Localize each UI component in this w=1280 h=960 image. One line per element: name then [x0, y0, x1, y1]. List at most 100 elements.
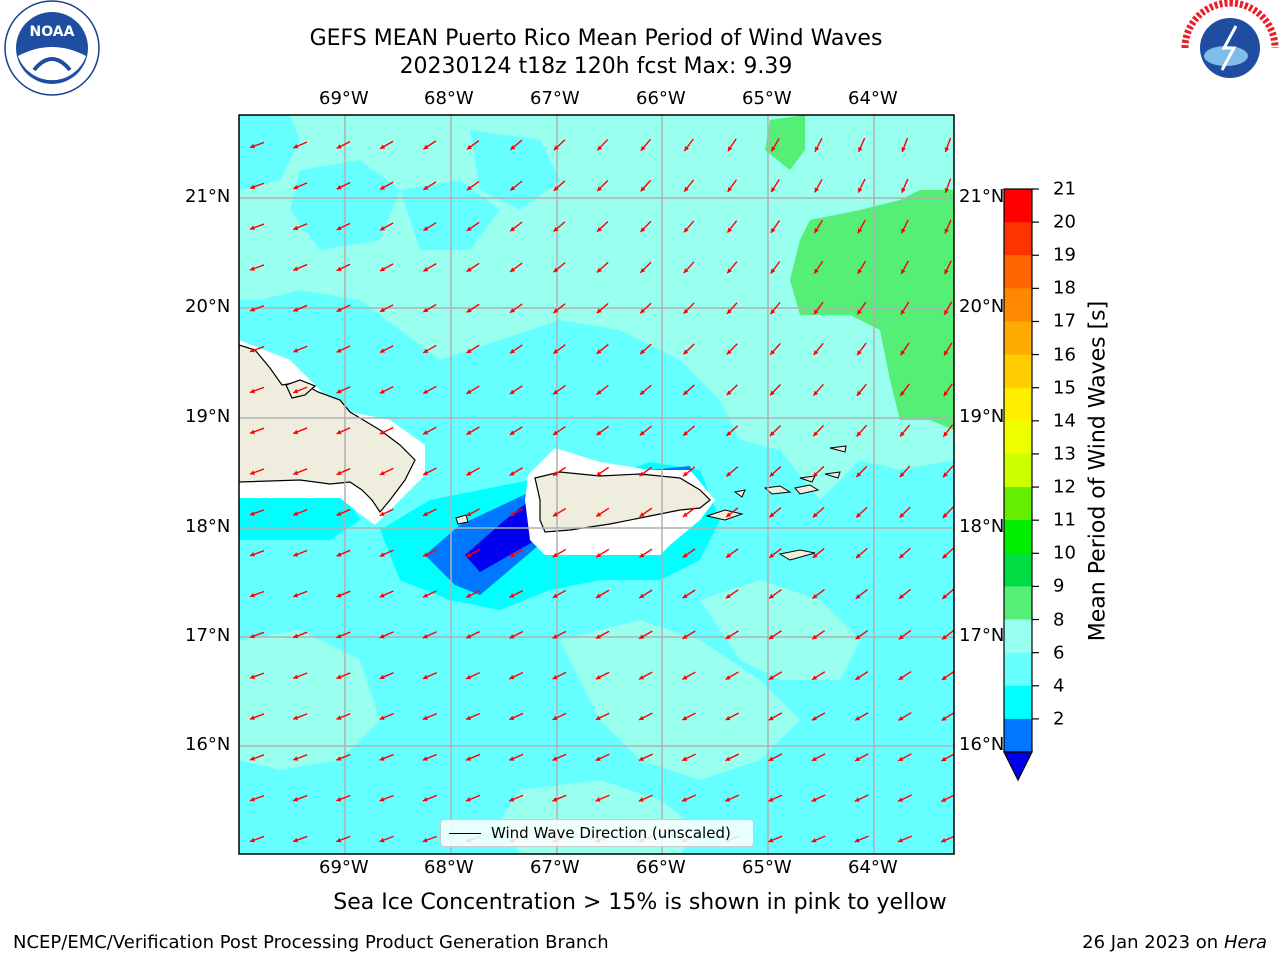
wave-direction-arrowhead	[725, 675, 731, 680]
wave-direction-arrowhead	[898, 634, 904, 640]
anegada-island	[829, 445, 847, 453]
wave-direction-arrowhead	[814, 228, 819, 234]
wave-direction-arrowhead	[509, 797, 515, 802]
colorbar-tick-label: 13	[1053, 443, 1076, 465]
wave-direction-arrowhead	[336, 756, 342, 761]
wave-direction-arrowhead	[682, 553, 688, 558]
wave-direction-arrowhead	[466, 144, 472, 150]
wave-direction-arrowhead	[509, 756, 515, 761]
wave-direction-arrowhead	[293, 756, 299, 761]
wave-direction-arrowhead	[727, 186, 733, 192]
wave-direction-arrowhead	[423, 267, 429, 272]
wave-direction-arrowhead	[336, 389, 342, 394]
wave-direction-arrowhead	[683, 349, 689, 355]
wave-direction-arrowhead	[509, 715, 515, 720]
period-band-below-2	[465, 500, 545, 572]
wave-direction-arrowhead	[249, 470, 255, 475]
wave-direction-arrowhead	[682, 593, 688, 599]
wave-direction-arrowhead	[552, 634, 558, 639]
wave-direction-arrowhead	[422, 756, 428, 761]
wave-direction-arrowhead	[249, 184, 255, 190]
wave-direction-arrowhead	[639, 512, 645, 517]
legend-line-swatch	[449, 832, 481, 834]
wave-direction-arrowhead	[943, 391, 949, 397]
wave-direction-arrowhead	[944, 187, 950, 193]
wave-direction-arrowhead	[771, 187, 776, 193]
wave-direction-arrowhead	[466, 185, 472, 191]
wave-direction-arrowhead	[768, 715, 774, 721]
wave-direction-arrowhead	[770, 268, 776, 274]
wave-direction-arrowhead	[379, 348, 385, 353]
wave-direction-arrowhead	[811, 756, 817, 761]
tortuga-island	[285, 379, 317, 399]
chart-title: GEFS MEAN Puerto Rico Mean Period of Win…	[309, 26, 883, 51]
wave-direction-arrowhead	[466, 471, 472, 476]
wave-direction-arrowhead	[422, 715, 428, 720]
wave-direction-arrowhead	[855, 634, 861, 640]
wave-direction-arrowhead	[596, 430, 602, 436]
mona-island	[455, 514, 469, 525]
svg-text:NOAA: NOAA	[30, 24, 75, 40]
wave-direction-arrowhead	[509, 511, 515, 517]
wave-direction-arrowhead	[466, 756, 471, 761]
lon-label-top-64w: 64°W	[848, 88, 898, 109]
colorbar-tick-label: 9	[1053, 575, 1065, 597]
virgin-gorda-island	[824, 471, 841, 479]
wave-direction-arrowhead	[423, 185, 429, 190]
wave-direction-arrowhead	[249, 715, 255, 720]
wave-direction-arrowhead	[768, 756, 774, 761]
colorbar-tick-marks	[1032, 188, 1039, 720]
wave-direction-arrowhead	[595, 715, 601, 721]
wave-direction-arrowhead	[942, 634, 947, 640]
wave-direction-arrowhead	[726, 431, 732, 436]
lon-label-top-68w: 68°W	[424, 88, 474, 109]
wave-direction-arrowhead	[901, 187, 906, 193]
map-legend: Wind Wave Direction (unscaled)	[440, 819, 754, 847]
wave-direction-arrowhead	[683, 308, 689, 314]
wave-direction-arrowhead	[855, 594, 861, 599]
wave-direction-arrowhead	[379, 226, 385, 231]
tortola-island	[799, 475, 816, 483]
wave-direction-arrowhead	[900, 390, 905, 396]
wave-direction-arrowhead	[684, 186, 689, 192]
wave-direction-arrowhead	[553, 430, 559, 435]
wave-direction-arrowhead	[552, 797, 558, 802]
wave-direction-arrowhead	[725, 634, 731, 639]
wave-direction-arrowhead	[812, 593, 818, 599]
wave-direction-arrowhead	[858, 146, 863, 152]
wave-direction-arrowhead	[813, 431, 819, 437]
colorbar-segments	[1004, 189, 1032, 753]
wave-direction-arrowhead	[596, 552, 602, 558]
colorbar-tick-label: 16	[1053, 344, 1076, 366]
wave-direction-arrowhead	[423, 389, 429, 394]
wave-direction-arrowhead	[941, 675, 947, 680]
wave-direction-arrowhead	[293, 307, 299, 312]
wave-direction-arrowhead	[901, 147, 906, 153]
wave-direction-arrowhead	[466, 715, 472, 720]
wave-direction-arrowhead	[639, 390, 645, 395]
lon-label-bottom-64w: 64°W	[848, 857, 898, 878]
wave-direction-arrowhead	[683, 430, 689, 436]
wave-direction-arrowhead	[595, 756, 601, 761]
chart-subtitle: 20230124 t18z 120h fcst Max: 9.39	[399, 54, 793, 79]
lon-label-bottom-66w: 66°W	[636, 857, 686, 878]
wave-direction-arrowhead	[552, 593, 558, 598]
culebra-island	[733, 489, 746, 498]
wave-direction-arrowhead	[595, 675, 601, 680]
wave-direction-arrowhead	[379, 552, 385, 557]
wave-direction-arrowhead	[727, 309, 732, 314]
wave-direction-arrowhead	[596, 308, 602, 314]
wave-direction-arrowhead	[466, 226, 472, 231]
colorbar-tick-label: 11	[1053, 509, 1076, 531]
colorbar-segment	[1004, 255, 1032, 289]
colorbar-title: Mean Period of Wind Waves [s]	[1085, 300, 1111, 642]
wave-direction-arrowhead	[943, 472, 948, 478]
lat-label-right-20n: 20°N	[959, 296, 1005, 317]
wave-direction-arrowhead	[597, 145, 603, 151]
colorbar-segment	[1004, 586, 1032, 621]
wave-direction-arrowhead	[596, 512, 602, 517]
wave-direction-arrowhead	[293, 592, 299, 598]
wave-direction-arrowhead	[293, 266, 299, 271]
wave-direction-arrowhead	[336, 511, 342, 516]
wave-direction-arrowhead	[813, 309, 819, 315]
